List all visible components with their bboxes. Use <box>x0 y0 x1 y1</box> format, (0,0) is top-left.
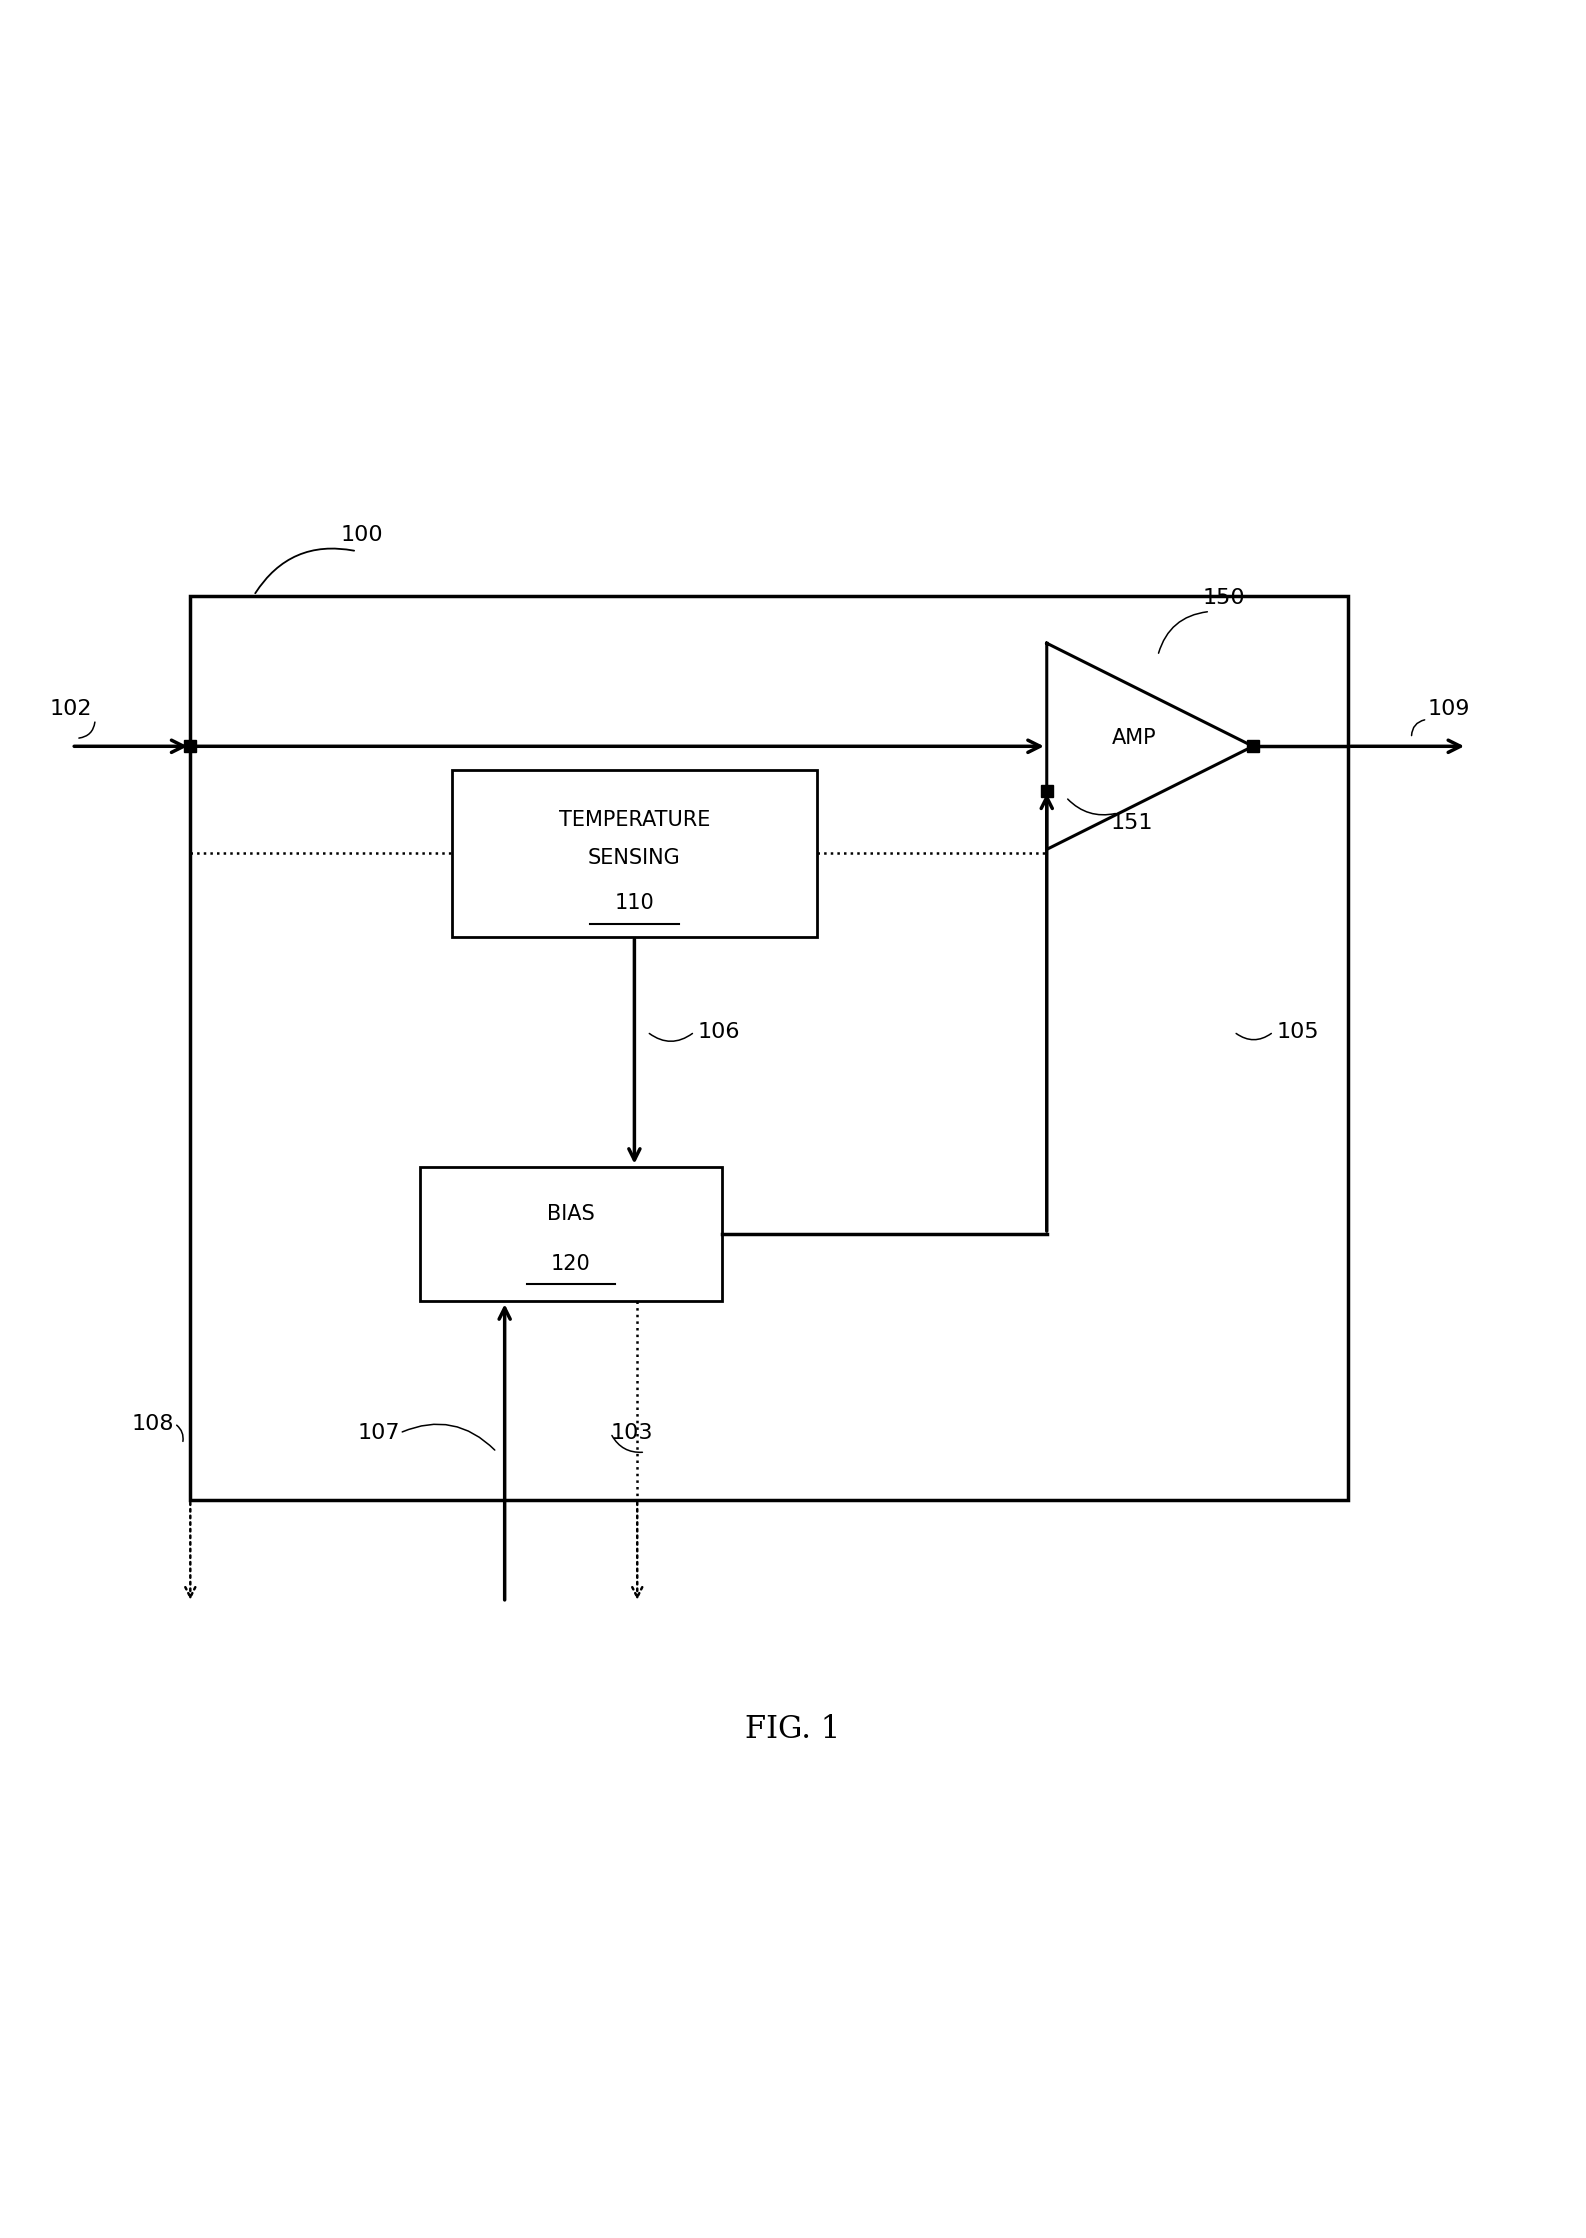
Bar <box>190 595 1348 1499</box>
Text: 107: 107 <box>357 1423 400 1444</box>
Text: 108: 108 <box>132 1414 174 1435</box>
Text: 150: 150 <box>1202 589 1245 609</box>
Bar <box>452 770 817 938</box>
Text: 103: 103 <box>611 1423 653 1444</box>
Text: 110: 110 <box>614 893 655 913</box>
Text: 109: 109 <box>1427 698 1470 718</box>
Text: 105: 105 <box>1277 1023 1320 1041</box>
Text: 100: 100 <box>341 526 384 544</box>
Text: 151: 151 <box>1110 812 1153 833</box>
Text: FIG. 1: FIG. 1 <box>745 1714 841 1746</box>
Text: 120: 120 <box>550 1253 592 1273</box>
Text: 102: 102 <box>49 698 92 718</box>
Text: AMP: AMP <box>1112 727 1156 747</box>
Text: BIAS: BIAS <box>547 1204 595 1224</box>
Text: 106: 106 <box>698 1023 741 1041</box>
Text: SENSING: SENSING <box>588 848 680 868</box>
Bar <box>420 1166 722 1300</box>
Text: TEMPERATURE: TEMPERATURE <box>558 810 711 830</box>
